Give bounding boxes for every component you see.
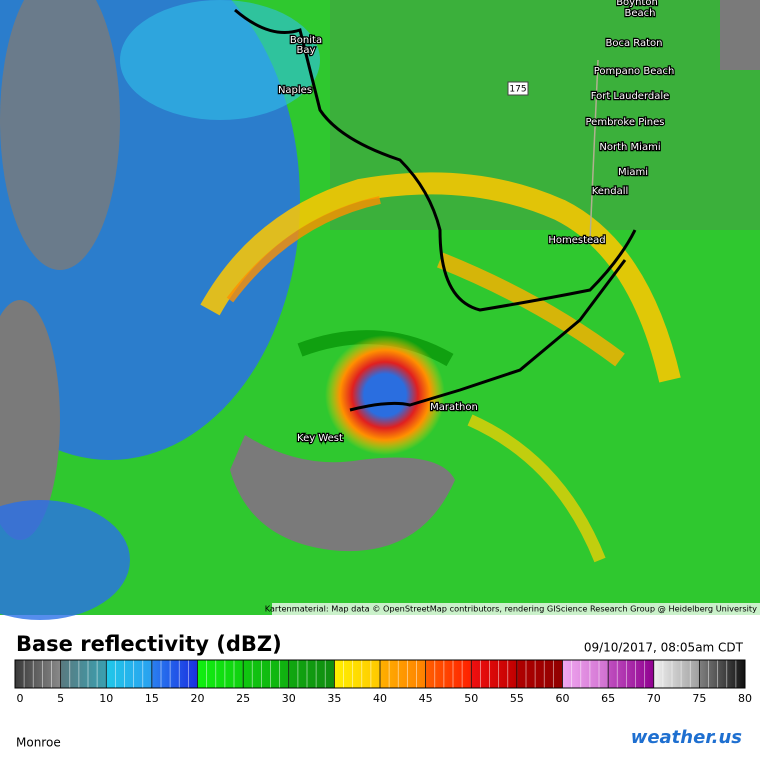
tick-label: 50 xyxy=(464,692,478,705)
scale-segment xyxy=(699,660,745,688)
tick-label: 45 xyxy=(419,692,433,705)
eyewall xyxy=(325,335,445,455)
scale-segment xyxy=(380,660,426,688)
color-scale: 0 5 10 15 20 25 30 35 40 45 50 55 60 65 70 75 80 xyxy=(14,659,752,705)
place-label: Miami xyxy=(618,167,648,178)
tick-label: 70 xyxy=(647,692,661,705)
place-label: Naples xyxy=(278,85,312,96)
place-label: Homestead xyxy=(548,235,605,246)
tick-label: 5 xyxy=(57,692,64,705)
place-label: Key West xyxy=(297,433,343,444)
place-label: Marathon xyxy=(430,402,478,413)
tick-label: 0 xyxy=(17,692,24,705)
road xyxy=(589,59,599,241)
place-label: North Miami xyxy=(599,142,660,153)
scale-segment xyxy=(562,660,609,688)
scale-segment xyxy=(60,660,107,688)
place-label: Bay xyxy=(297,45,316,56)
rain-band xyxy=(467,414,606,563)
tick-label: 60 xyxy=(556,692,570,705)
scale-segment xyxy=(15,660,61,688)
brand-logo: weather.us xyxy=(631,727,743,748)
scale-segment xyxy=(471,660,517,688)
dry-slot xyxy=(230,435,455,552)
road-label: 175 xyxy=(509,85,526,95)
attribution: Kartenmaterial: Map data © OpenStreetMap… xyxy=(265,604,757,614)
rain-band xyxy=(226,196,381,303)
tick-label: 65 xyxy=(601,692,615,705)
scale-segment xyxy=(197,660,244,688)
scale-segment xyxy=(334,660,380,688)
legend-title: Base reflectivity (dBZ) xyxy=(16,632,282,656)
place-label: Beach xyxy=(625,8,656,19)
radar-map: 175 xyxy=(0,0,760,620)
light-echo xyxy=(0,500,130,620)
no-data xyxy=(720,0,760,70)
light-echo xyxy=(120,0,320,120)
no-echo xyxy=(0,300,60,540)
road-shield xyxy=(507,81,529,96)
scale-segment xyxy=(151,660,198,688)
place-label: Boca Raton xyxy=(605,38,662,49)
tick-label: 10 xyxy=(99,692,113,705)
scale-segment xyxy=(288,660,335,688)
timestamp: 09/10/2017, 08:05am CDT xyxy=(584,641,744,655)
scale-segment xyxy=(243,660,289,688)
scale-segment xyxy=(653,660,700,688)
scale-segment xyxy=(425,660,472,688)
keys-coastline xyxy=(349,259,627,412)
rain-band xyxy=(437,252,625,367)
tick-label: 15 xyxy=(145,692,159,705)
place-label: Pembroke Pines xyxy=(586,117,665,128)
coastline xyxy=(234,8,637,312)
scale-segment xyxy=(106,660,152,688)
tick-label: 20 xyxy=(191,692,205,705)
place-label: Fort Lauderdale xyxy=(591,91,670,102)
attribution-bg xyxy=(272,603,760,615)
tick-label: 75 xyxy=(692,692,706,705)
no-echo xyxy=(0,0,120,270)
scale-segment xyxy=(608,660,654,688)
tick-label: 25 xyxy=(236,692,250,705)
tick-label: 80 xyxy=(738,692,752,705)
place-label: Kendall xyxy=(592,186,629,197)
place-label: Boynton xyxy=(616,0,658,8)
station: Monroe xyxy=(16,736,61,750)
place-label: Bonita xyxy=(290,35,322,46)
place-label: Pompano Beach xyxy=(594,66,675,77)
scale-frame xyxy=(14,659,746,689)
tick-label: 30 xyxy=(282,692,296,705)
tick-label: 35 xyxy=(327,692,341,705)
tick-label: 55 xyxy=(510,692,524,705)
rain-band xyxy=(200,172,681,383)
scale-segment xyxy=(516,660,563,688)
tick-label: 40 xyxy=(373,692,387,705)
